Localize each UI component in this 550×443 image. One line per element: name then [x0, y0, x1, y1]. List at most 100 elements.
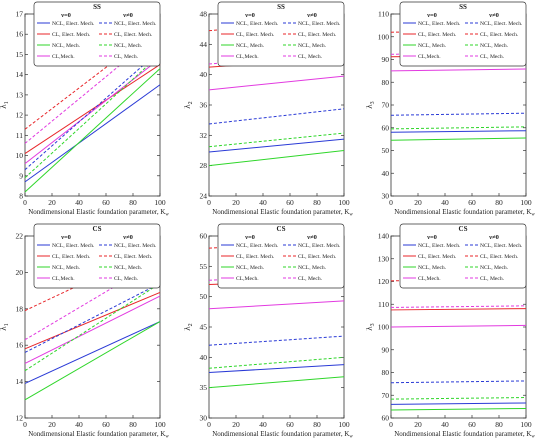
series-line [24, 64, 161, 154]
series-line [390, 402, 527, 405]
y-tick-label: 17 [16, 10, 24, 19]
y-tick-label: 12 [16, 414, 24, 423]
y-tick-label: 130 [378, 254, 390, 263]
y-tick-label: 35 [200, 383, 208, 392]
legend-label: CL,Mech. [52, 276, 75, 282]
x-tick-label: 0 [389, 420, 393, 429]
legend-header-left: ν=0 [244, 234, 255, 241]
legend-box [33, 1, 161, 67]
legend-label: CL,Mech. [418, 54, 441, 60]
legend-label: NCL, Mech. [52, 43, 81, 49]
x-tick-label: 80 [313, 420, 321, 429]
y-tick-label: 9 [19, 171, 23, 180]
x-tick-label: 100 [338, 420, 350, 429]
legend-label: CL, Elect. Mech. [480, 254, 519, 260]
y-tick-label: 16 [16, 30, 24, 39]
legend-label: CL, Elect. Mech. [418, 254, 457, 260]
y-tick-label: 30 [200, 414, 208, 423]
series-line [24, 321, 161, 384]
legend-box [33, 223, 161, 289]
panel-ss-lambda2: 24 28 32 36 40 44 48 0 20 40 60 80 100Nondimensional… [184, 1, 353, 218]
x-tick-label: 100 [520, 198, 532, 207]
series-line [208, 108, 345, 125]
legend-label: CL, Mech. [298, 54, 323, 60]
series-line [208, 138, 345, 153]
series-line [208, 75, 345, 91]
panel-ss-lambda1: 8 9 10 11 12 13 14 15 16 17 0 20 40 60 80 100Nondimensi… [0, 1, 169, 218]
legend-label: NCL, Mech. [114, 265, 143, 271]
x-tick-label: 100 [154, 420, 166, 429]
legend-label: NCL, Mech. [418, 265, 447, 271]
x-tick-label: 0 [207, 198, 211, 207]
series-line [390, 324, 527, 328]
x-tick-label: 40 [441, 198, 449, 207]
series-line [390, 112, 527, 116]
series-line [24, 84, 161, 183]
y-tick-label: 45 [200, 323, 208, 332]
y-tick-label: 15 [16, 50, 24, 59]
legend-label: CL, Elect. Mech. [480, 32, 519, 38]
legend-label: NCL, Mech. [298, 265, 327, 271]
series-line [390, 308, 527, 311]
y-tick-label: 90 [382, 55, 390, 64]
series-line [24, 295, 161, 364]
legend-label: NCL, Elect. Mech. [114, 21, 157, 27]
series-line [390, 380, 527, 384]
x-tick-label: 80 [495, 420, 503, 429]
x-tick-label: 0 [23, 420, 27, 429]
y-tick-label: 40 [382, 169, 390, 178]
x-axis-label: Nondimensional Elastic foundation parame… [28, 208, 169, 218]
series-line [208, 300, 345, 310]
y-tick-label: 110 [378, 10, 389, 19]
legend-label: CL, Elect. Mech. [236, 32, 275, 38]
legend-label: CL, Mech. [114, 54, 139, 60]
legend-header-right: ν≠0 [122, 234, 133, 241]
legend-header-right: ν≠0 [488, 12, 499, 19]
y-tick-label: 32 [200, 131, 208, 140]
x-tick-label: 20 [232, 420, 240, 429]
legend-label: CL, Elect. Mech. [114, 254, 153, 260]
y-tick-label: 55 [200, 262, 208, 271]
legend-header-left: ν=0 [426, 234, 437, 241]
legend-label: NCL, Elect. Mech. [418, 21, 461, 27]
legend-header-right: ν≠0 [306, 12, 317, 19]
x-axis-label: Nondimensional Elastic foundation parame… [212, 430, 353, 440]
y-tick-label: 14 [16, 377, 24, 386]
legend-label: CL,Mech. [236, 54, 259, 60]
x-tick-label: 20 [414, 420, 422, 429]
series-line [208, 364, 345, 373]
series-line [390, 68, 527, 72]
y-axis-label: λ2 [184, 101, 194, 108]
legend-label: NCL, Mech. [52, 265, 81, 271]
legend-label: CL, Mech. [298, 276, 323, 282]
x-tick-label: 80 [495, 198, 503, 207]
x-axis-label: Nondimensional Elastic foundation parame… [394, 208, 535, 218]
y-tick-label: 100 [378, 323, 390, 332]
legend-title: CS [459, 225, 468, 233]
legend-label: CL, Elect. Mech. [52, 32, 91, 38]
legend-label: NCL, Elect. Mech. [298, 21, 341, 27]
panel-cs-lambda2: 30 35 40 45 50 55 60 0 20 40 60 80 100Nondimensional… [184, 223, 353, 440]
x-tick-label: 40 [75, 198, 83, 207]
legend-header-right: ν≠0 [488, 234, 499, 241]
x-tick-label: 0 [207, 420, 211, 429]
x-axis-label: Nondimensional Elastic foundation parame… [394, 430, 535, 440]
y-axis-label: λ1 [0, 323, 10, 330]
y-tick-label: 140 [378, 232, 390, 241]
y-axis-label: λ1 [0, 101, 10, 108]
y-tick-label: 50 [382, 146, 390, 155]
x-tick-label: 80 [129, 420, 137, 429]
series-line [208, 150, 345, 167]
legend-label: CL, Elect. Mech. [52, 254, 91, 260]
y-tick-label: 70 [382, 391, 390, 400]
y-tick-label: 16 [16, 341, 24, 350]
y-tick-label: 20 [16, 268, 24, 277]
x-tick-label: 60 [286, 420, 294, 429]
legend-label: CL, Elect. Mech. [114, 32, 153, 38]
y-tick-label: 40 [200, 353, 208, 362]
y-tick-label: 60 [382, 414, 390, 423]
y-tick-label: 24 [200, 192, 208, 201]
y-tick-label: 80 [382, 78, 390, 87]
